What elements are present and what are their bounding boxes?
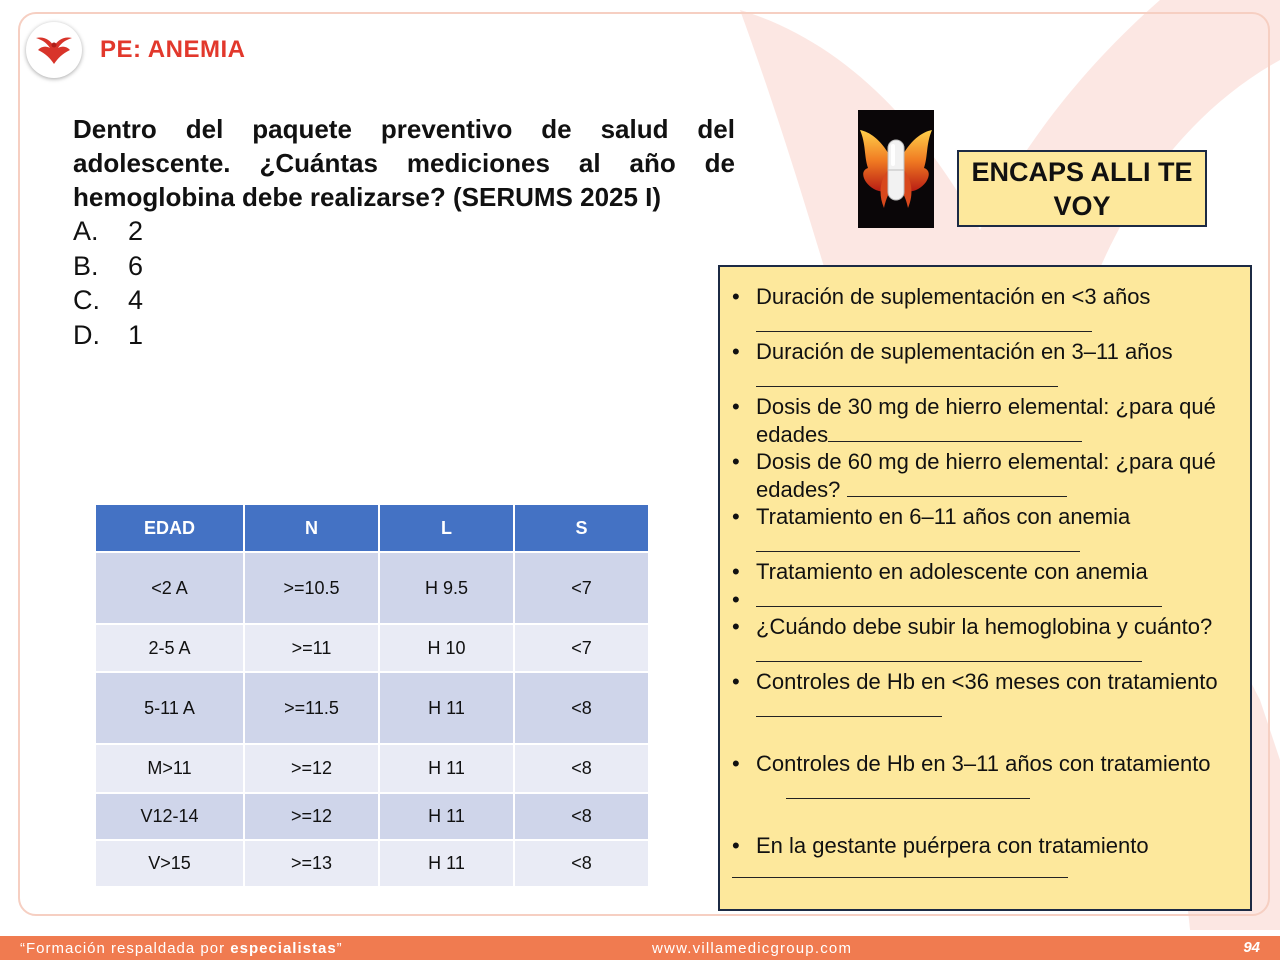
table-cell: H 11 <box>380 745 513 792</box>
table-cell: <8 <box>515 673 648 743</box>
table-row: M>11 >=12 H 11 <8 <box>96 745 648 792</box>
table-row: 2-5 A >=11 H 10 <7 <box>96 625 648 671</box>
column-header: N <box>245 505 378 551</box>
table-cell: <8 <box>515 841 648 886</box>
footer-tagline: “Formación respaldada por especialistas” <box>20 940 343 957</box>
winged-pill-image <box>858 110 934 228</box>
answer-option: C. 4 <box>73 285 144 315</box>
answer-blank <box>846 478 1067 497</box>
page-number: 94 <box>1243 939 1260 956</box>
table-cell: H 10 <box>380 625 513 671</box>
answer-blank <box>756 313 1092 332</box>
table-cell: >=11 <box>245 625 378 671</box>
review-question <box>730 586 1242 614</box>
question-text: Dentro del paquete preventivo de salud d… <box>73 114 735 212</box>
review-question: Dosis de 30 mg de hierro elemental: ¿par… <box>730 393 1242 448</box>
footer-website: www.villamedicgroup.com <box>652 940 853 957</box>
table-row: <2 A >=10.5 H 9.5 <7 <box>96 553 648 623</box>
table-cell: M>11 <box>96 745 243 792</box>
table-cell: H 11 <box>380 841 513 886</box>
review-question: Duración de suplementación en 3–11 años <box>730 338 1242 393</box>
table-cell: >=10.5 <box>245 553 378 623</box>
phoenix-logo <box>26 22 82 78</box>
winged-pill-icon <box>860 130 932 208</box>
table-cell: <2 A <box>96 553 243 623</box>
table-cell: H 9.5 <box>380 553 513 623</box>
table-cell: V12-14 <box>96 794 243 839</box>
table-cell: H 11 <box>380 794 513 839</box>
answer-blank <box>732 877 1068 878</box>
review-questions-list: Duración de suplementación en <3 años Du… <box>730 283 1242 860</box>
review-question: ¿Cuándo debe subir la hemoglobina y cuán… <box>730 613 1242 668</box>
table-row: 5-11 A >=11.5 H 11 <8 <box>96 673 648 743</box>
footer-bar: “Formación respaldada por especialistas”… <box>0 936 1280 960</box>
table-cell: 5-11 A <box>96 673 243 743</box>
table-row: V>15 >=13 H 11 <8 <box>96 841 648 886</box>
column-header: L <box>380 505 513 551</box>
table-cell: >=11.5 <box>245 673 378 743</box>
answer-blank <box>756 698 942 717</box>
answer-option: B. 6 <box>73 250 144 281</box>
page-title: PE: ANEMIA <box>100 36 246 63</box>
answer-blank <box>756 368 1058 387</box>
table-cell: >=12 <box>245 745 378 792</box>
review-question: Tratamiento en 6–11 años con anemia <box>730 503 1242 558</box>
table-header-row: EDAD N L S <box>96 505 648 551</box>
hemoglobin-table: EDAD N L S <2 A >=10.5 H 9.5 <7 2-5 A >=… <box>94 503 650 888</box>
answer-option: D. 1 <box>73 319 144 350</box>
table-cell: <7 <box>515 625 648 671</box>
review-question: Dosis de 60 mg de hierro elemental: ¿par… <box>730 448 1242 503</box>
answer-blank <box>756 643 1142 662</box>
mnemonic-box: ENCAPS ALLI TE VOY <box>957 150 1207 227</box>
answer-option: A. 2 <box>73 216 144 246</box>
table-cell: >=12 <box>245 794 378 839</box>
review-question: Controles de Hb en <36 meses con tratami… <box>730 668 1242 723</box>
table-cell: <8 <box>515 794 648 839</box>
table-row: V12-14 >=12 H 11 <8 <box>96 794 648 839</box>
column-header: S <box>515 505 648 551</box>
review-question: Tratamiento en adolescente con anemia <box>730 558 1242 586</box>
table-cell: <8 <box>515 745 648 792</box>
answer-options: A. 2 B. 6 C. 4 D. 1 <box>73 214 143 352</box>
review-question: En la gestante puérpera con tratamiento <box>730 832 1242 860</box>
table-cell: H 11 <box>380 673 513 743</box>
table-cell: 2-5 A <box>96 625 243 671</box>
review-question: Duración de suplementación en <3 años <box>730 283 1242 338</box>
answer-blank <box>828 423 1083 442</box>
answer-blank <box>756 533 1080 552</box>
table-cell: <7 <box>515 553 648 623</box>
table-cell: >=13 <box>245 841 378 886</box>
column-header: EDAD <box>96 505 243 551</box>
answer-blank <box>756 588 1162 607</box>
answer-blank <box>786 780 1030 799</box>
review-question: Controles de Hb en 3–11 años con tratami… <box>730 750 1242 805</box>
review-questions-box: Duración de suplementación en <3 años Du… <box>718 265 1252 911</box>
phoenix-icon <box>36 37 72 64</box>
table-cell: V>15 <box>96 841 243 886</box>
